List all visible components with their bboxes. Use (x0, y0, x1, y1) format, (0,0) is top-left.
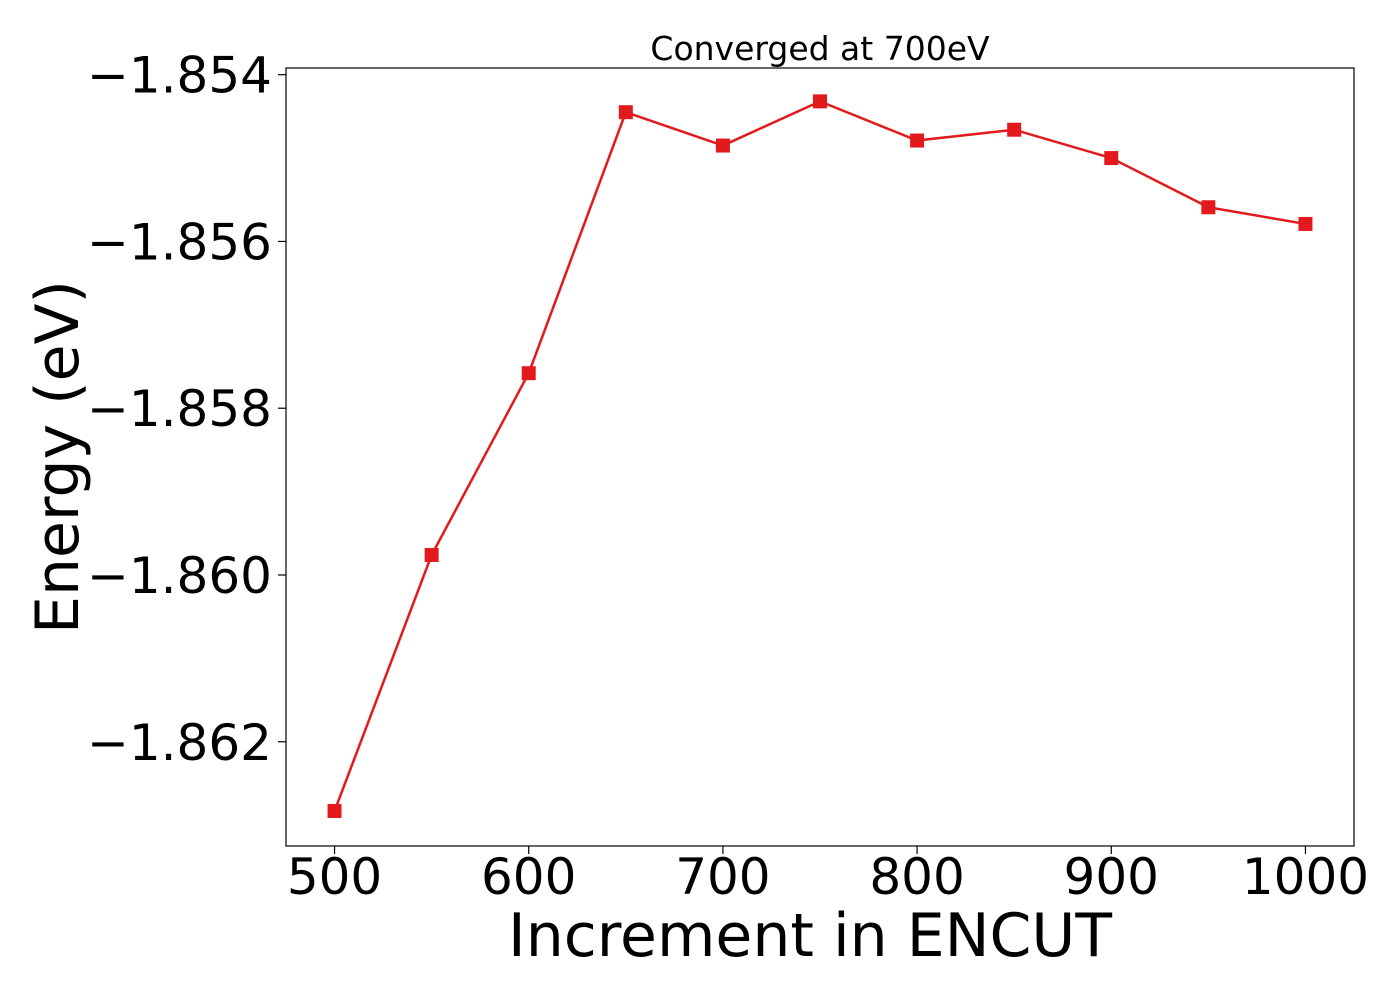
y-axis-ticks: −1.862 −1.860 −1.858 −1.856 −1.854 (87, 47, 286, 772)
data-point-marker (1298, 216, 1313, 231)
plot-area (286, 68, 1354, 846)
y-tick-label: −1.858 (87, 380, 272, 438)
data-point-marker (715, 138, 730, 153)
plot-frame (285, 67, 1355, 847)
series-layer (327, 94, 1313, 818)
data-point-marker (1104, 151, 1119, 166)
data-point-marker (1201, 200, 1216, 215)
y-axis-label: Energy (eV) (23, 280, 93, 634)
data-point-marker (424, 547, 439, 562)
x-tick-label: 500 (287, 848, 382, 906)
x-tick-label: 700 (675, 848, 770, 906)
y-tick-label: −1.862 (87, 714, 272, 772)
y-tick-label: −1.856 (87, 213, 272, 271)
x-tick-label: 900 (1064, 848, 1159, 906)
x-axis-label: Increment in ENCUT (508, 901, 1112, 971)
data-point-marker (618, 105, 633, 120)
y-tick-label: −1.860 (87, 547, 272, 605)
data-point-marker (327, 803, 342, 818)
x-tick-label: 600 (481, 848, 576, 906)
data-point-marker (521, 366, 536, 381)
chart-title: Converged at 700eV (650, 29, 990, 68)
x-axis-ticks: 500 600 700 800 900 1000 (287, 846, 1369, 906)
data-point-marker (910, 133, 925, 148)
data-point-marker (813, 94, 827, 109)
y-tick-label: −1.854 (87, 47, 272, 105)
data-point-marker (1007, 122, 1022, 137)
x-tick-label: 1000 (1242, 848, 1369, 906)
x-tick-label: 800 (869, 848, 964, 906)
